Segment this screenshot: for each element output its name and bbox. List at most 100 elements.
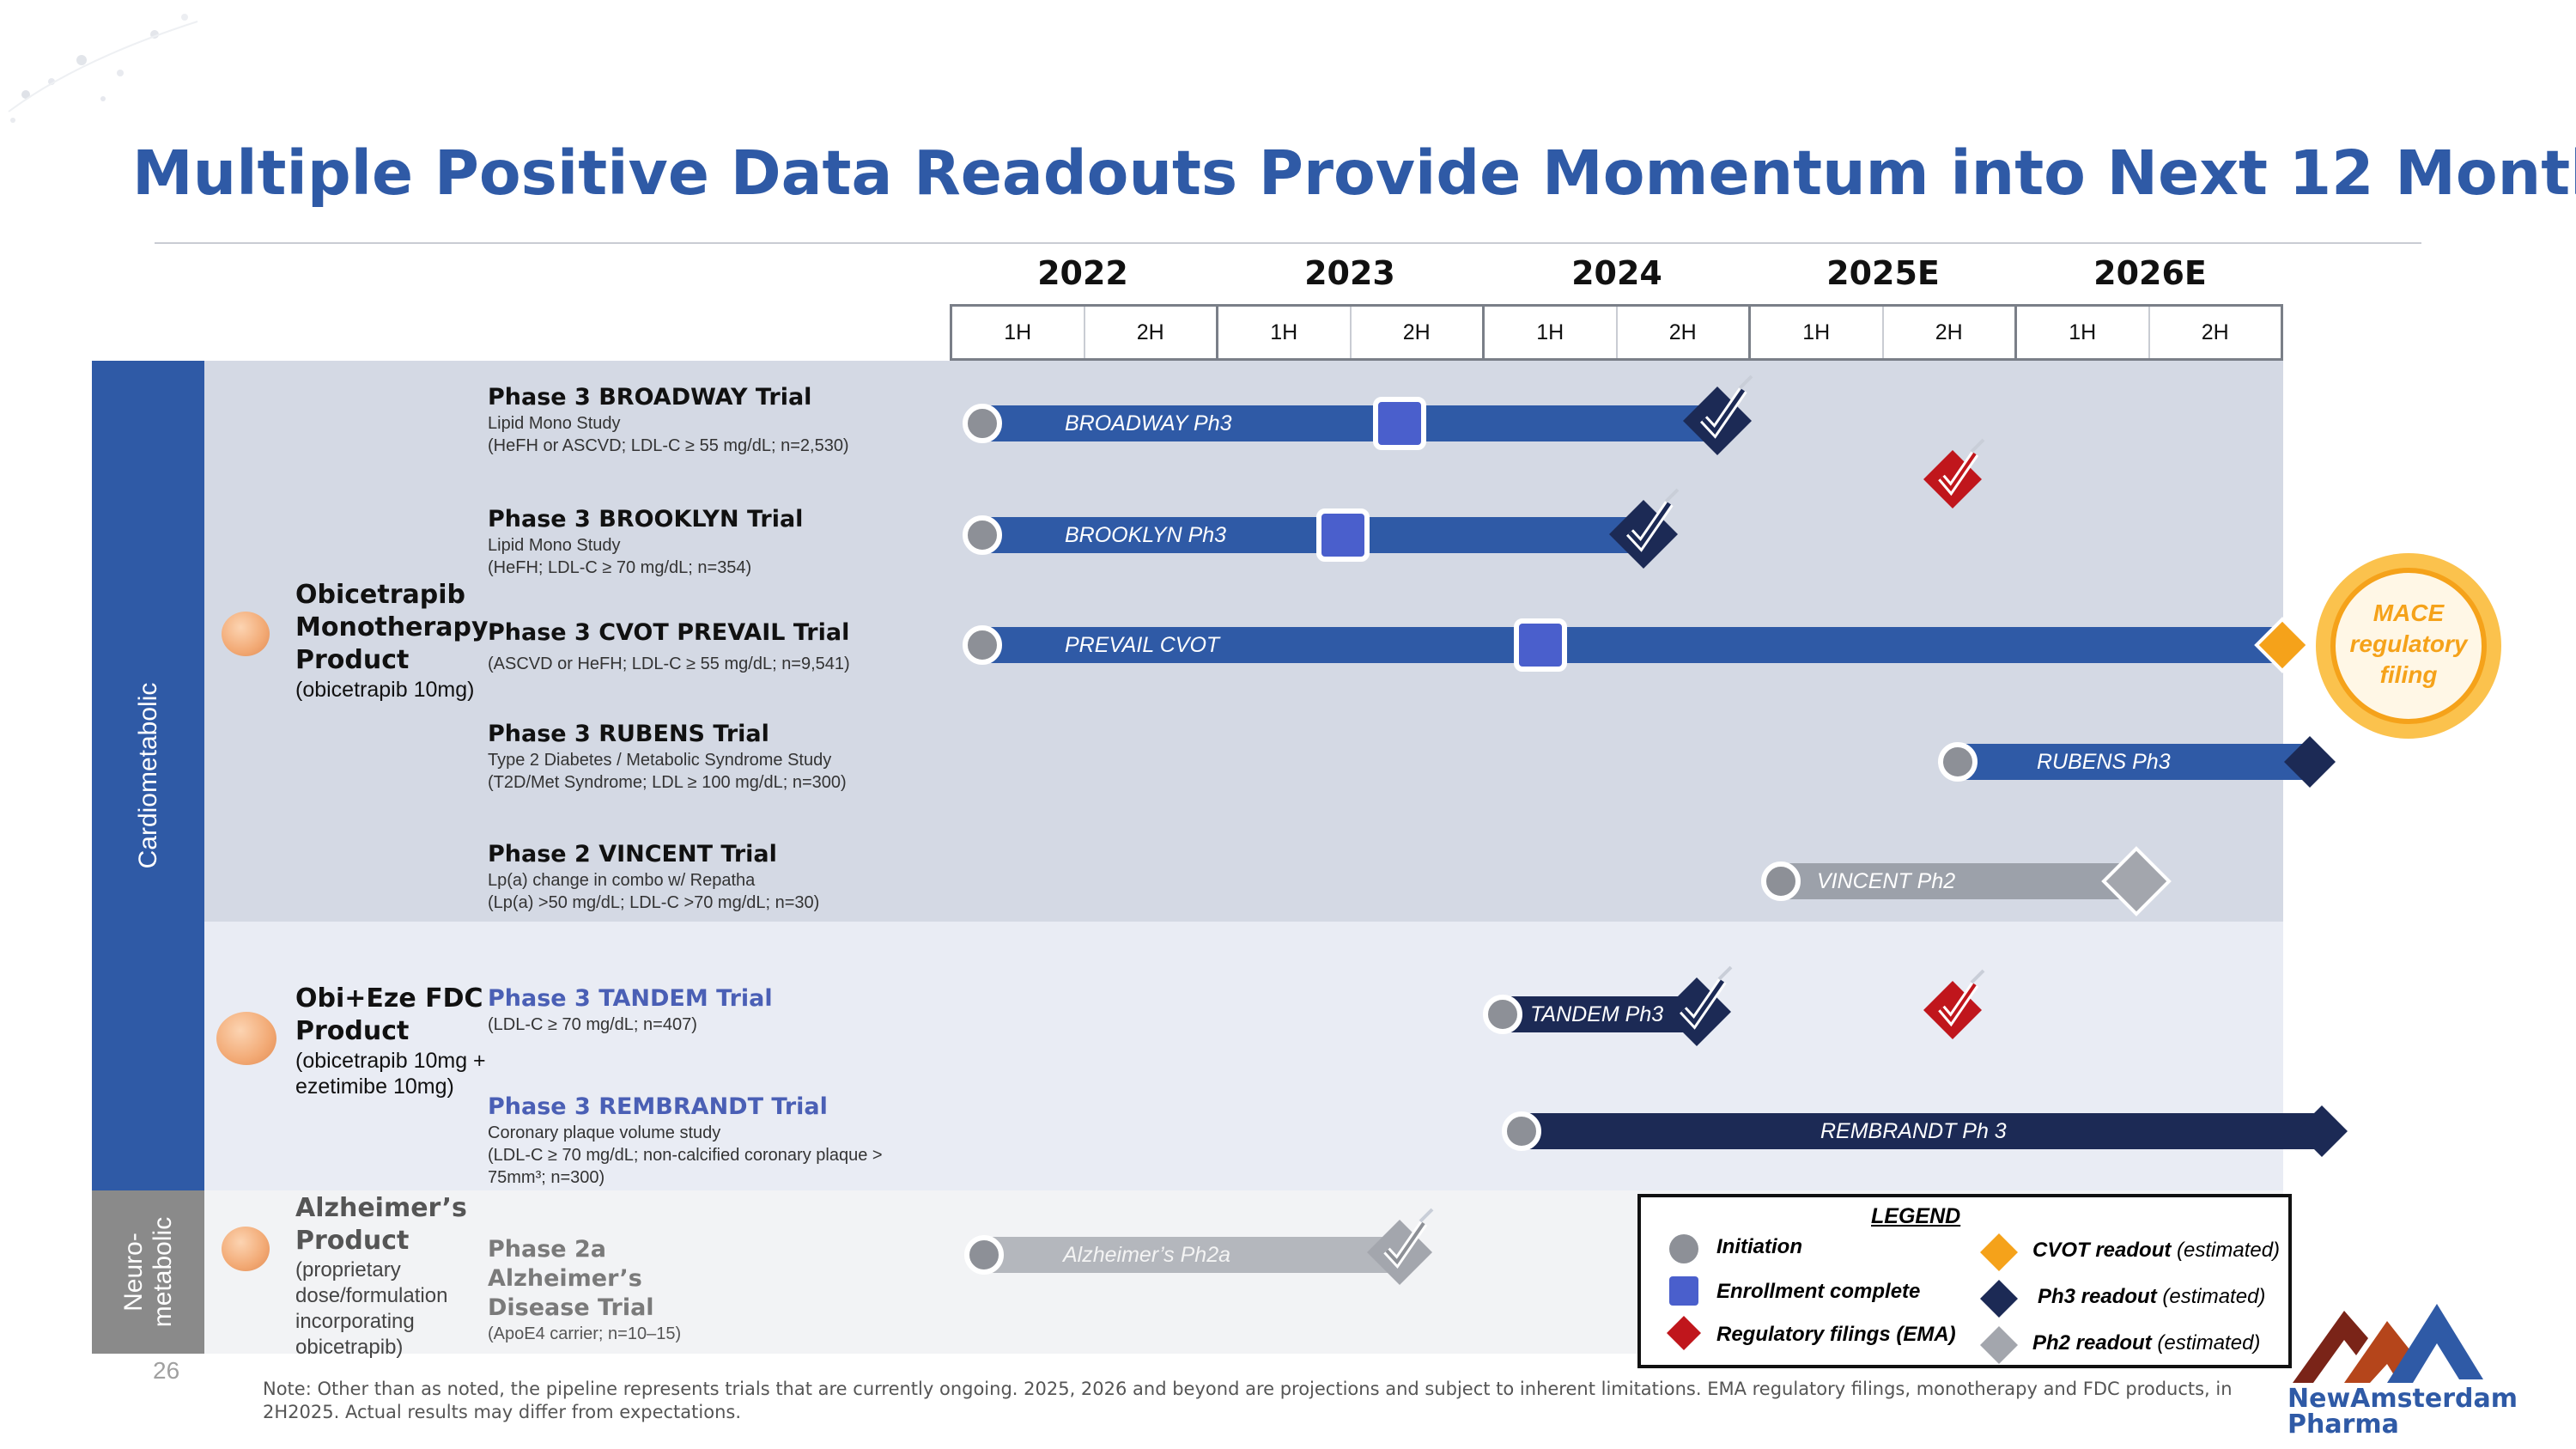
year-2024: 2024 bbox=[1571, 254, 1662, 292]
half-cell: 2H bbox=[1352, 307, 1485, 358]
product-alzheimers: Alzheimer’s Product (proprietary dose/fo… bbox=[295, 1192, 553, 1361]
year-2023: 2023 bbox=[1304, 254, 1395, 292]
half-cell: 2H bbox=[1618, 307, 1751, 358]
logo-line: NewAmsterdam bbox=[2287, 1384, 2518, 1414]
enrollment-marker bbox=[1514, 618, 1567, 672]
bar-tandem: TANDEM Ph3 bbox=[1503, 996, 1690, 1032]
legend-cvot-icon bbox=[1980, 1233, 2018, 1271]
trial-rubens: Phase 3 RUBENS Trial Type 2 Diabetes / M… bbox=[488, 720, 847, 794]
bar-rembrandt: REMBRANDT Ph 3 bbox=[1522, 1113, 2318, 1149]
mace-line: regulatory bbox=[2349, 630, 2468, 657]
category-cardiometabolic: Cardiometabolic bbox=[92, 361, 204, 1190]
legend-symbols bbox=[1667, 1233, 2018, 1364]
trial-detail: (ApoE4 carrier; n=10–15) bbox=[488, 1324, 682, 1343]
year-2026e: 2026E bbox=[2093, 254, 2207, 292]
trial-name: Phase 3 REMBRANDT Trial bbox=[488, 1093, 828, 1120]
legend-enrollment-icon bbox=[1669, 1276, 1698, 1306]
legend-initiation-icon bbox=[1669, 1234, 1698, 1263]
trial-detail: (LDL-C ≥ 70 mg/dL; non-calcified coronar… bbox=[488, 1146, 883, 1165]
legend-ph2-icon bbox=[1980, 1326, 2018, 1364]
bar-brooklyn: BROOKLYN Ph3 bbox=[982, 517, 1645, 553]
footnote: Note: Other than as noted, the pipeline … bbox=[263, 1379, 2233, 1422]
decorative-dots bbox=[8, 14, 198, 123]
legend-label: CVOT readout bbox=[2032, 1239, 2172, 1262]
legend-ph2: Ph2 readout (estimated) bbox=[2032, 1331, 2260, 1355]
mace-line: filing bbox=[2379, 661, 2438, 688]
trial-name: Phase 3 RUBENS Trial bbox=[488, 721, 769, 747]
year-2022: 2022 bbox=[1037, 254, 1128, 292]
product-name: Alzheimer’s Product bbox=[295, 1193, 467, 1256]
product-sub: (obicetrapib 10mg + ezetimibe 10mg) bbox=[295, 1049, 486, 1099]
trial-detail: (Lp(a) >50 mg/dL; LDL-C >70 mg/dL; n=30) bbox=[488, 893, 820, 912]
half-year-header: 1H 2H 1H 2H 1H 2H 1H 2H 1H 2H bbox=[950, 304, 2283, 361]
ph2-readout-diamond bbox=[2101, 846, 2172, 916]
trial-detail: Coronary plaque volume study bbox=[488, 1123, 721, 1142]
pill-icon bbox=[216, 1012, 276, 1065]
trial-name: Phase 3 TANDEM Trial bbox=[488, 985, 773, 1012]
half-cell: 2H bbox=[2201, 320, 2229, 344]
trial-prevail: Phase 3 CVOT PREVAIL Trial (ASCVD or HeF… bbox=[488, 618, 850, 675]
product-sub: (proprietary dose/formulation incorporat… bbox=[295, 1258, 448, 1359]
bar-label: REMBRANDT Ph 3 bbox=[1820, 1119, 2007, 1143]
regulatory-filing-check-icon bbox=[1923, 440, 1984, 508]
legend-enrollment: Enrollment complete bbox=[1716, 1280, 1920, 1304]
trial-alzheimers: Phase 2a Alzheimer’s Disease Trial (ApoE… bbox=[488, 1235, 737, 1345]
product-name: Obicetrapib Monotherapy Product bbox=[295, 580, 489, 675]
product-sub: (obicetrapib 10mg) bbox=[295, 678, 475, 702]
legend-estimated: (estimated) bbox=[2162, 1285, 2266, 1308]
initiation-marker bbox=[964, 1235, 1004, 1275]
enrollment-marker bbox=[1316, 508, 1370, 562]
page-title: Multiple Positive Data Readouts Provide … bbox=[132, 137, 2576, 209]
ph3-readout-check-icon bbox=[1662, 967, 1731, 1046]
bar-label: PREVAIL CVOT bbox=[1065, 633, 1220, 657]
pill-icon bbox=[222, 612, 270, 656]
pill-icon bbox=[222, 1227, 270, 1271]
trial-vincent: Phase 2 VINCENT Trial Lp(a) change in co… bbox=[488, 840, 819, 914]
trial-tandem: Phase 3 TANDEM Trial (LDL-C ≥ 70 mg/dL; … bbox=[488, 984, 773, 1036]
trial-name: Phase 3 BROADWAY Trial bbox=[488, 384, 812, 411]
legend-regulatory: Regulatory filings (EMA) bbox=[1716, 1323, 1956, 1347]
product-name: Obi+Eze FDC Product bbox=[295, 983, 483, 1046]
initiation-marker bbox=[963, 625, 1002, 665]
legend-regulatory-icon bbox=[1667, 1316, 1701, 1350]
ph2-readout-check-icon bbox=[1367, 1209, 1432, 1285]
bar-label: RUBENS Ph3 bbox=[2037, 750, 2171, 774]
company-logo-text: NewAmsterdam Pharma bbox=[2287, 1386, 2518, 1438]
trial-name: Phase 2a Alzheimer’s Disease Trial bbox=[488, 1236, 654, 1321]
company-logo-icon bbox=[2293, 1304, 2483, 1383]
ph3-readout-diamond bbox=[2296, 1105, 2348, 1157]
trial-detail: (ASCVD or HeFH; LDL-C ≥ 55 mg/dL; n=9,54… bbox=[488, 654, 850, 673]
half-cell: 1H bbox=[2017, 307, 2150, 358]
bar-label: BROOKLYN Ph3 bbox=[1065, 523, 1227, 547]
half-cell: 2H bbox=[1884, 307, 2017, 358]
legend: LEGEND Initiation Enrollment complete Re… bbox=[1637, 1194, 2292, 1368]
legend-label: Ph3 readout bbox=[2038, 1285, 2157, 1308]
trial-name: Phase 3 BROOKLYN Trial bbox=[488, 506, 804, 533]
mace-line: MACE bbox=[2372, 600, 2445, 626]
ph3-readout-check-icon bbox=[1609, 490, 1678, 569]
legend-label: Enrollment complete bbox=[1716, 1280, 1921, 1303]
legend-label: Ph2 readout bbox=[2032, 1331, 2152, 1355]
trial-broadway: Phase 3 BROADWAY Trial Lipid Mono Study … bbox=[488, 383, 849, 457]
regulatory-filing-check-icon bbox=[1923, 971, 1984, 1039]
year-2025e: 2025E bbox=[1826, 254, 1940, 292]
trial-detail: (HeFH or ASCVD; LDL-C ≥ 55 mg/dL; n=2,53… bbox=[488, 436, 849, 455]
bar-alzheimers: Alzheimer’s Ph2a bbox=[984, 1237, 1405, 1273]
trial-brooklyn: Phase 3 BROOKLYN Trial Lipid Mono Study … bbox=[488, 505, 803, 579]
half-cell: 1H bbox=[1218, 307, 1352, 358]
trial-detail: Type 2 Diabetes / Metabolic Syndrome Stu… bbox=[488, 751, 832, 770]
bar-label: Alzheimer’s Ph2a bbox=[1063, 1243, 1231, 1267]
trial-detail: (HeFH; LDL-C ≥ 70 mg/dL; n=354) bbox=[488, 558, 752, 577]
trial-detail: Lp(a) change in combo w/ Repatha bbox=[488, 871, 756, 890]
legend-title: LEGEND bbox=[1871, 1204, 1961, 1228]
ph3-readout-diamond bbox=[2284, 736, 2336, 788]
trial-detail: 75mm³; n=300) bbox=[488, 1168, 605, 1187]
legend-ph3: Ph3 readout (estimated) bbox=[2038, 1285, 2265, 1309]
half-cell: 2H bbox=[1085, 307, 1218, 358]
trial-detail: (LDL-C ≥ 70 mg/dL; n=407) bbox=[488, 1015, 697, 1034]
initiation-marker bbox=[1502, 1111, 1541, 1151]
legend-cvot: CVOT readout (estimated) bbox=[2032, 1239, 2280, 1263]
initiation-marker bbox=[963, 404, 1002, 443]
mace-badge-text: MACE regulatory filing bbox=[2333, 598, 2484, 691]
